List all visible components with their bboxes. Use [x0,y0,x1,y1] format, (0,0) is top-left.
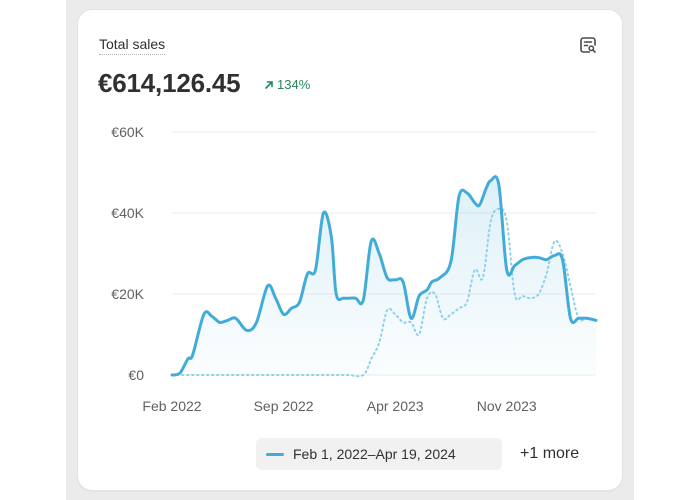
legend-swatch [266,452,284,456]
legend-primary-series[interactable]: Feb 1, 2022–Apr 19, 2024 [256,438,502,470]
x-tick-label: Feb 2022 [142,398,201,414]
x-tick-label: Nov 2023 [477,398,537,414]
card-title[interactable]: Total sales [99,36,166,55]
y-tick-label: €20K [111,286,144,302]
comparison-series-line [171,207,597,378]
report-lens-button[interactable] [577,34,599,56]
legend-more-button[interactable]: +1 more [520,445,580,462]
arrow-up-right-icon [265,80,273,89]
sales-line-chart: €0 €20K €40K €60K Feb 2022 Sep 2022 Apr 2023 No… [111,124,598,414]
primary-series-area [172,176,596,375]
y-tick-label: €0 [128,367,144,383]
change-badge: 134% [264,77,310,92]
report-lens-icon [580,37,596,53]
primary-series-line [170,175,598,377]
x-tick-label: Sep 2022 [254,398,314,414]
total-sales-card: Total sales €614,126.45 134% €0 €20K €40K €… [78,10,622,490]
y-tick-label: €60K [111,124,144,140]
y-tick-label: €40K [111,205,144,221]
change-percent: 134% [277,77,311,92]
legend-label: Feb 1, 2022–Apr 19, 2024 [293,446,456,462]
total-sales-value: €614,126.45 [98,68,241,98]
x-tick-label: Apr 2023 [367,398,424,414]
